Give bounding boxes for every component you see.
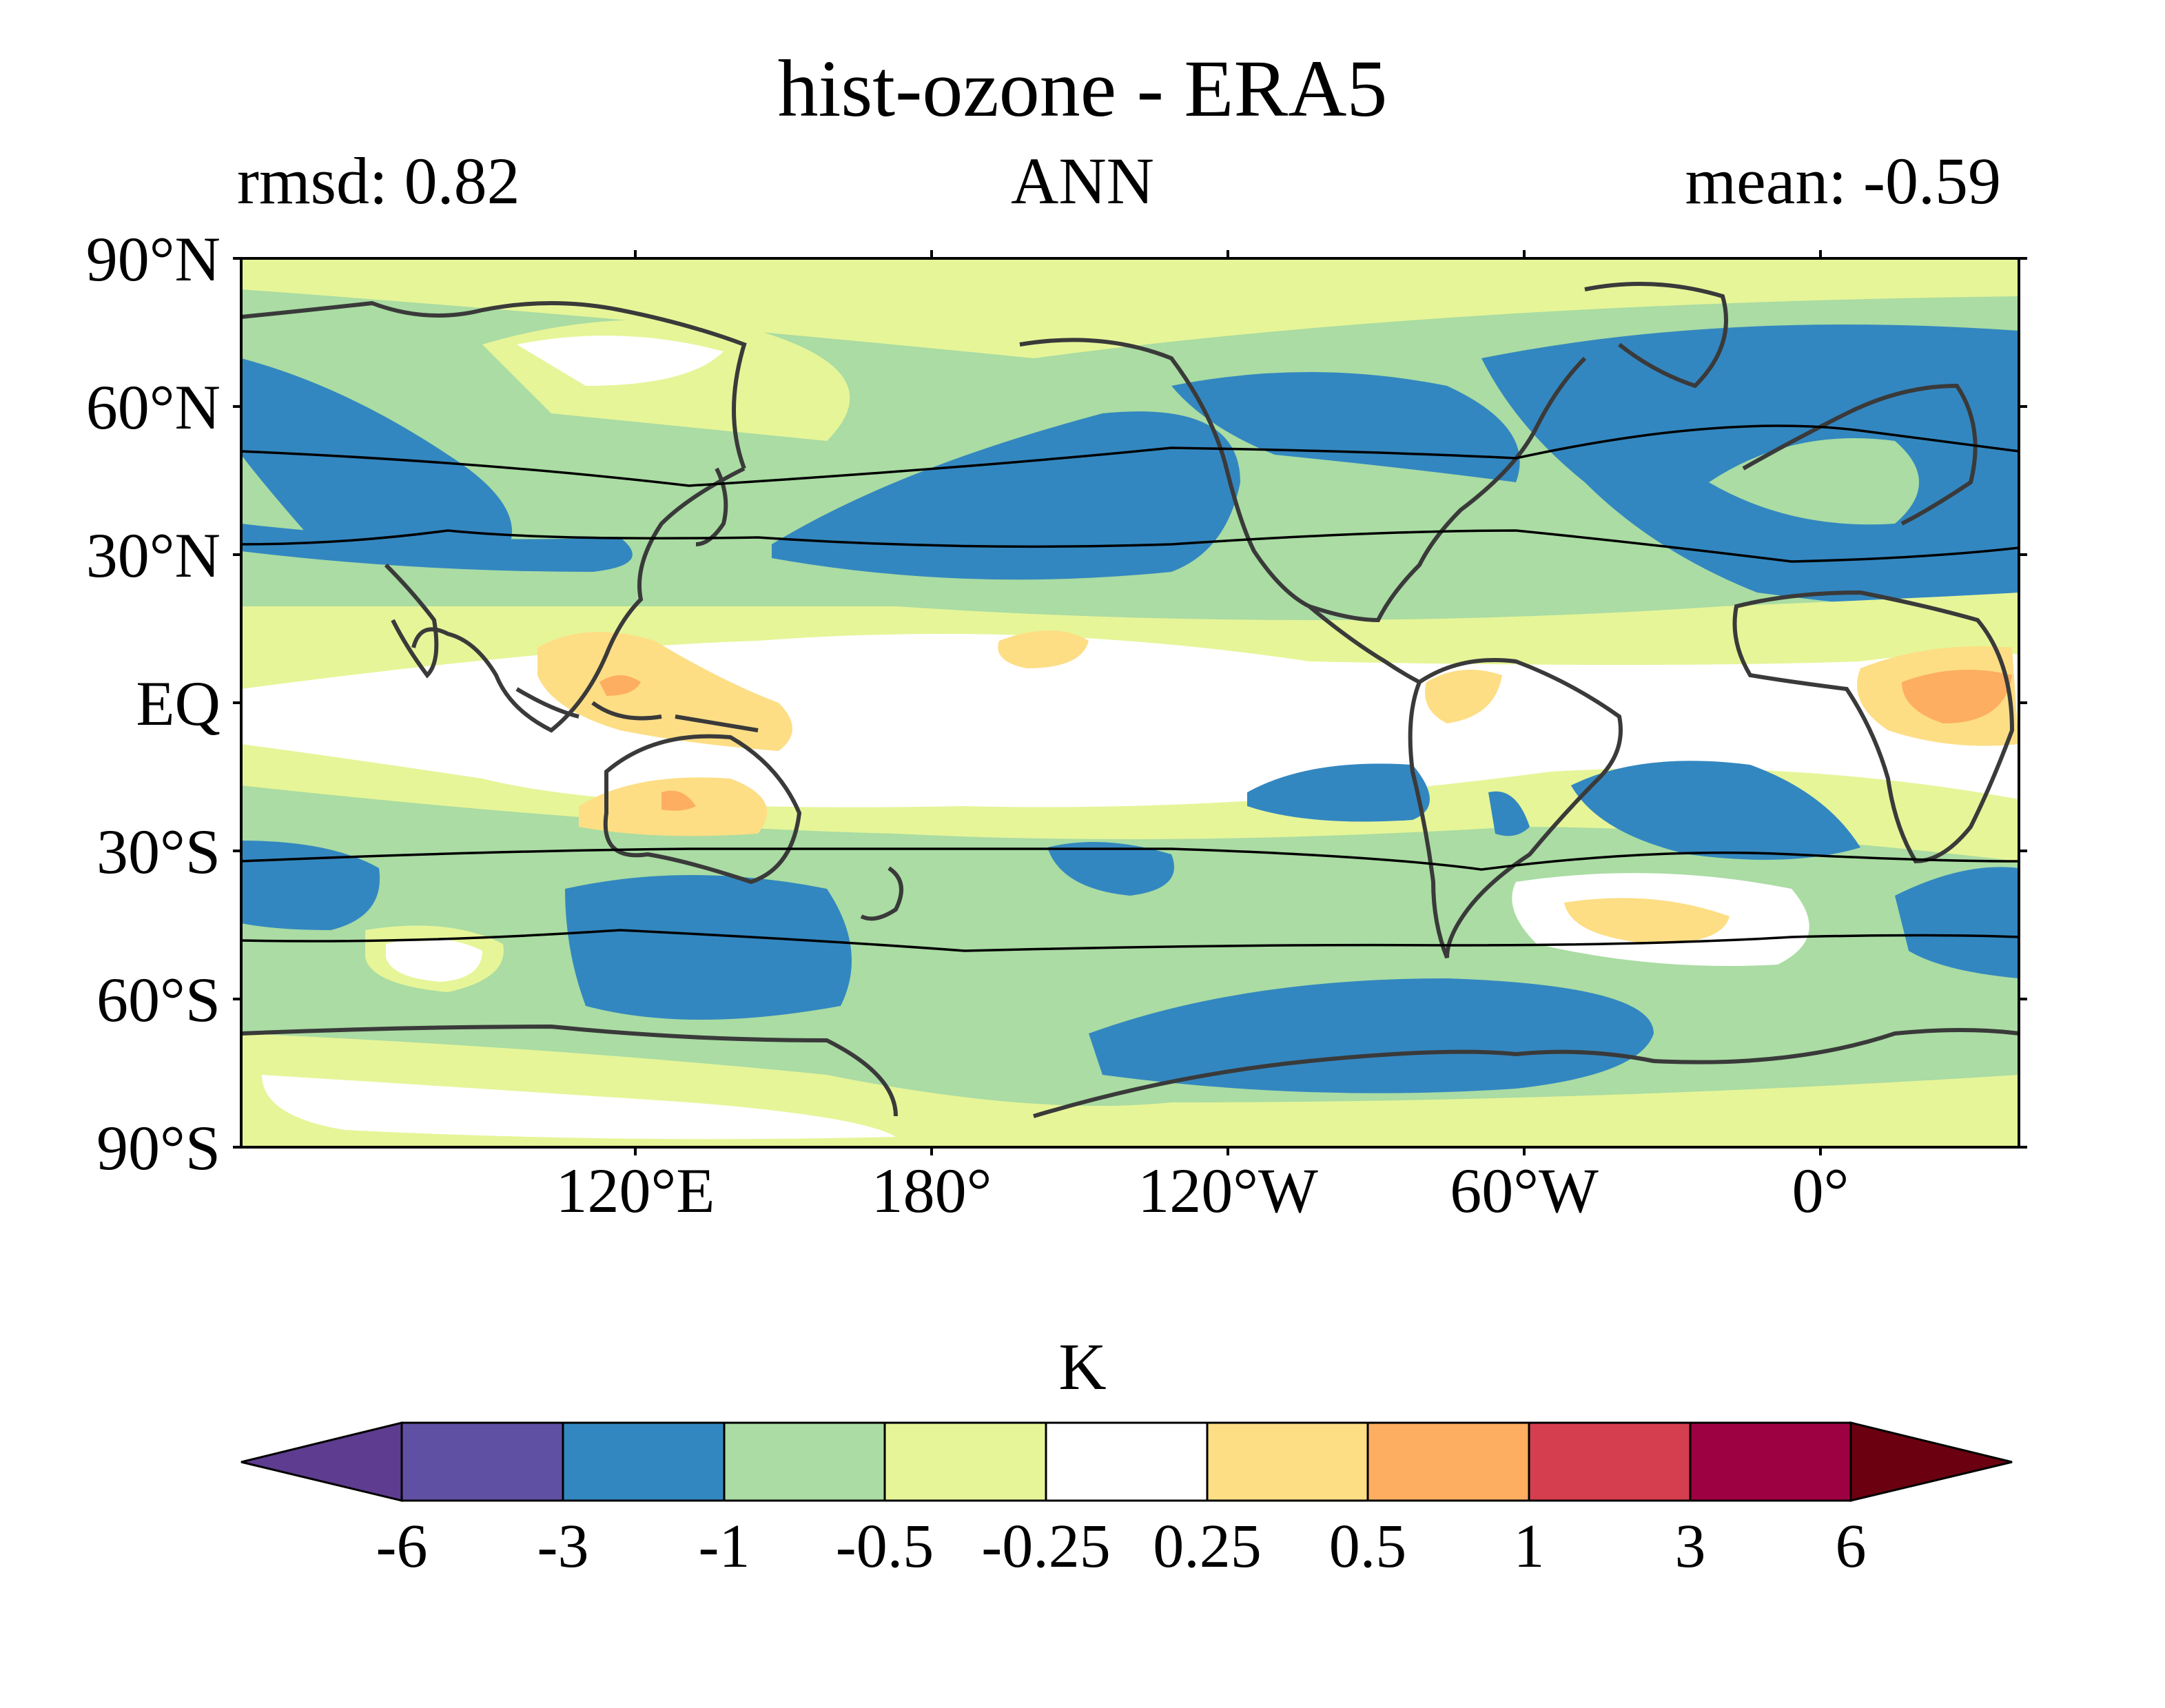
lat-label: 60°N: [85, 372, 220, 442]
colorbar-bin: [400, 1421, 564, 1502]
colorbar-unit: K: [1058, 1330, 1107, 1403]
colorbar-tick-label: 6: [1835, 1512, 1867, 1581]
lon-label: 120°E: [555, 1155, 715, 1226]
lon-label: 60°W: [1450, 1155, 1599, 1226]
colorbar-bin: [1528, 1421, 1692, 1502]
colorbar-bin: [1689, 1421, 1852, 1502]
colorbar-bin: [1366, 1421, 1530, 1502]
coastlines: [241, 282, 2019, 1118]
colorbar-tick-label: -6: [376, 1512, 428, 1581]
lon-label: 0°: [1792, 1155, 1849, 1226]
colorbar-tick-label: -1: [698, 1512, 750, 1581]
lon-label: 120°W: [1138, 1155, 1318, 1226]
colorbar-extend-low: [240, 1421, 403, 1502]
season-label: ANN: [1011, 144, 1154, 218]
colorbar-tick-label: -3: [537, 1512, 589, 1581]
colorbar-bin: [1045, 1421, 1209, 1502]
colorbar-bin: [1206, 1421, 1369, 1502]
colorbar-tick-label: 0.25: [1153, 1512, 1262, 1581]
colorbar-bin: [562, 1421, 726, 1502]
lat-label: 60°S: [96, 965, 220, 1035]
anomaly-field: [241, 258, 2019, 1147]
colorbar-tick-label: 1: [1513, 1512, 1545, 1581]
lat-label: 30°S: [96, 816, 220, 887]
colorbar-extend-high: [1849, 1421, 2013, 1502]
axis-ticks: [233, 250, 2027, 1155]
lat-label: 90°S: [96, 1113, 220, 1183]
lat-label: 90°N: [85, 224, 220, 294]
colorbar-bin: [883, 1421, 1047, 1502]
lat-label: 30°N: [85, 520, 220, 590]
rmsd-label: rmsd: 0.82: [237, 144, 520, 218]
lat-label: EQ: [136, 668, 220, 739]
map-title: hist-ozone - ERA5: [777, 43, 1388, 134]
colorbar: [240, 1421, 2013, 1502]
colorbar-tick-label: -0.5: [835, 1512, 934, 1581]
colorbar-tick-label: 0.5: [1328, 1512, 1407, 1581]
lon-label: 180°: [871, 1155, 992, 1226]
colorbar-bin: [723, 1421, 886, 1502]
jet-contours: [241, 424, 2019, 952]
colorbar-tick-label: 3: [1674, 1512, 1706, 1581]
colorbar-tick-label: -0.25: [981, 1512, 1111, 1581]
mean-label: mean: -0.59: [1685, 144, 2001, 218]
